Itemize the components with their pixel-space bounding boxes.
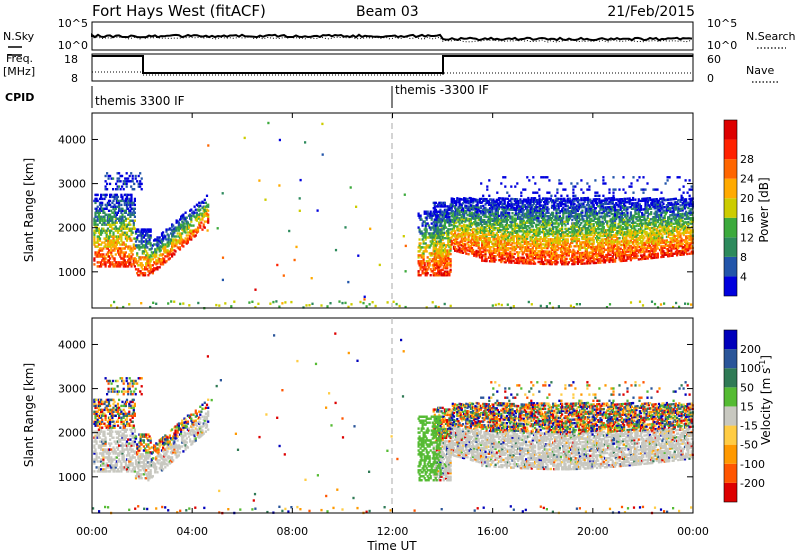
colorbar-tick-label: -200	[740, 477, 765, 490]
time-axis: 00:00 04:00 08:00 12:00 16:00 20:00 00:00	[76, 113, 709, 538]
nave-line	[92, 71, 693, 76]
n-sky-tick-top: 10^5	[58, 17, 88, 30]
time-axis-label: Time UT	[366, 539, 417, 553]
colorbar-tick-label: 16	[740, 212, 754, 225]
cpid-segment-2: themis -3300 IF	[395, 83, 489, 97]
velocity-ylabel: Slant Range [km]	[22, 363, 36, 467]
colorbar-tick-label: 100	[740, 362, 761, 375]
beam-label: Beam 03	[356, 4, 419, 20]
colorbar-segment	[724, 159, 737, 179]
freq-label: Freq.	[6, 52, 33, 65]
range-tick-label: 2000	[58, 222, 86, 235]
colorbar-tick-label: 15	[740, 400, 754, 413]
power-colorbar-label: Power [dB]	[757, 177, 771, 242]
time-tick-label: 04:00	[176, 525, 208, 538]
cpid-label: CPID	[5, 91, 34, 104]
noise-search-line	[91, 36, 693, 43]
power-ylabel: Slant Range [km]	[22, 158, 36, 262]
colorbar-tick-label: -50	[740, 439, 758, 452]
colorbar-segment	[724, 463, 737, 483]
colorbar-segment	[724, 387, 737, 407]
time-tick-label: 00:00	[76, 525, 108, 538]
n-sky-label: N.Sky	[3, 30, 35, 43]
noise-panel: N.Sky 10^5 10^0 10^5 10^0 N.Search	[3, 17, 796, 52]
nave-tick-top: 60	[707, 53, 721, 66]
time-tick-label: 16:00	[477, 525, 509, 538]
colorbar-tick-label: 4	[740, 270, 747, 283]
cpid-segment-1: themis 3300 IF	[95, 94, 185, 108]
colorbar-segment	[724, 237, 737, 257]
freq-tick-top: 18	[64, 53, 78, 66]
velocity-panel: Slant Range [km] 1000 2000 3000 4000 200 100…	[22, 317, 773, 515]
range-tick-label: 3000	[58, 383, 86, 396]
colorbar-tick-label: 24	[740, 173, 754, 186]
time-tick-label: 20:00	[577, 525, 609, 538]
n-search-tick-top: 10^5	[707, 17, 737, 30]
colorbar-tick-label: -15	[740, 420, 758, 433]
range-tick-label: 2000	[58, 427, 86, 440]
colorbar-segment	[724, 425, 737, 445]
colorbar-segment	[724, 198, 737, 218]
colorbar-segment	[724, 120, 737, 140]
colorbar-segment	[724, 217, 737, 238]
frequency-line	[92, 55, 693, 74]
cpid-panel: CPID themis 3300 IF themis -3300 IF	[5, 83, 489, 108]
colorbar-tick-label: 200	[740, 343, 761, 356]
station-title: Fort Hays West (fitACF)	[92, 2, 266, 20]
noise-sky-line	[91, 33, 693, 42]
colorbar-tick-label: -100	[740, 458, 765, 471]
colorbar-tick-label: 28	[740, 153, 754, 166]
freq-tick-bottom: 8	[71, 72, 78, 85]
colorbar-segment	[724, 276, 737, 296]
colorbar-segment	[724, 330, 737, 350]
n-sky-tick-bottom: 10^0	[58, 39, 88, 52]
colorbar-segment	[724, 139, 737, 160]
range-tick-label: 3000	[58, 178, 86, 191]
colorbar-segment	[724, 368, 737, 388]
colorbar-segment	[724, 482, 737, 502]
range-tick-label: 1000	[58, 266, 86, 279]
range-tick-label: 4000	[58, 338, 86, 351]
date-label: 21/Feb/2015	[607, 4, 695, 20]
n-search-label: N.Search	[746, 30, 796, 43]
colorbar-segment	[724, 444, 737, 464]
velocity-scatter-data	[92, 332, 694, 515]
colorbar-tick-label: 12	[740, 231, 754, 244]
time-tick-label: 12:00	[377, 525, 409, 538]
time-tick-label: 08:00	[276, 525, 308, 538]
power-panel: Slant Range [km] 1000 2000 3000 4000 4 8 12 16…	[22, 112, 771, 310]
frequency-panel: Freq. [MHz] 18 8 60 0 Nave	[3, 52, 779, 85]
freq-unit-label: [MHz]	[3, 65, 35, 78]
power-scatter-data	[93, 121, 694, 310]
range-tick-label: 1000	[58, 471, 86, 484]
n-search-tick-bottom: 10^0	[707, 39, 737, 52]
velocity-colorbar-label: Velocity [m s-1]	[758, 355, 773, 445]
colorbar-tick-label: 8	[740, 251, 747, 264]
time-tick-label: 00:00	[677, 525, 709, 538]
nave-label: Nave	[746, 64, 774, 77]
colorbar-segment	[724, 349, 737, 369]
nave-tick-bottom: 0	[707, 72, 714, 85]
range-tick-label: 4000	[58, 133, 86, 146]
colorbar-tick-label: 20	[740, 192, 754, 205]
colorbar-segment	[724, 178, 737, 199]
colorbar-segment	[724, 406, 737, 426]
colorbar-segment	[724, 256, 737, 277]
colorbar-tick-label: 50	[740, 381, 754, 394]
